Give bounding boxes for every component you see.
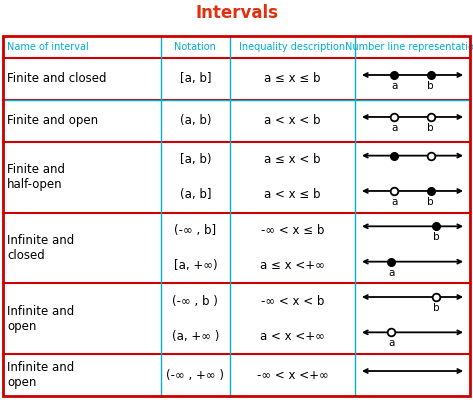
Text: a ≤ x <+∞: a ≤ x <+∞ bbox=[260, 259, 325, 272]
Text: a < x ≤ b: a < x ≤ b bbox=[264, 188, 321, 202]
Text: b: b bbox=[433, 232, 439, 242]
Text: b: b bbox=[433, 303, 439, 313]
Text: a ≤ x < b: a ≤ x < b bbox=[264, 153, 321, 166]
Text: Notation: Notation bbox=[175, 42, 216, 52]
Text: Finite and open: Finite and open bbox=[7, 114, 98, 128]
Text: b: b bbox=[428, 123, 434, 133]
Text: a < x <+∞: a < x <+∞ bbox=[260, 330, 325, 343]
Text: -∞ < x ≤ b: -∞ < x ≤ b bbox=[261, 224, 324, 237]
Text: [a, +∞): [a, +∞) bbox=[174, 259, 217, 272]
Text: a < x < b: a < x < b bbox=[264, 114, 321, 128]
Text: Infinite and
open: Infinite and open bbox=[7, 305, 74, 333]
Text: -∞ < x <+∞: -∞ < x <+∞ bbox=[257, 368, 328, 382]
Text: Infinite and
closed: Infinite and closed bbox=[7, 234, 74, 262]
Text: b: b bbox=[428, 81, 434, 91]
Text: Intervals: Intervals bbox=[195, 4, 278, 22]
Text: Finite and
half-open: Finite and half-open bbox=[7, 163, 65, 191]
Text: Name of interval: Name of interval bbox=[7, 42, 89, 52]
Text: (a, b): (a, b) bbox=[180, 114, 211, 128]
Text: (-∞ , +∞ ): (-∞ , +∞ ) bbox=[166, 368, 224, 382]
Text: [a, b): [a, b) bbox=[180, 153, 211, 166]
Text: Number line representation: Number line representation bbox=[345, 42, 473, 52]
Text: b: b bbox=[428, 197, 434, 207]
Text: -∞ < x < b: -∞ < x < b bbox=[261, 294, 324, 308]
Text: a: a bbox=[388, 268, 394, 278]
Text: (a, b]: (a, b] bbox=[180, 188, 211, 202]
Text: [a, b]: [a, b] bbox=[180, 72, 211, 86]
Text: a: a bbox=[391, 123, 398, 133]
Text: a: a bbox=[388, 338, 394, 348]
Text: a ≤ x ≤ b: a ≤ x ≤ b bbox=[264, 72, 321, 86]
Text: a: a bbox=[391, 197, 398, 207]
Text: Finite and closed: Finite and closed bbox=[7, 72, 106, 86]
Text: Inequality description: Inequality description bbox=[239, 42, 346, 52]
Text: (-∞ , b]: (-∞ , b] bbox=[175, 224, 217, 237]
Text: (a, +∞ ): (a, +∞ ) bbox=[172, 330, 219, 343]
Text: Infinite and
open: Infinite and open bbox=[7, 361, 74, 389]
Text: a: a bbox=[391, 81, 398, 91]
Text: (-∞ , b ): (-∞ , b ) bbox=[173, 294, 219, 308]
